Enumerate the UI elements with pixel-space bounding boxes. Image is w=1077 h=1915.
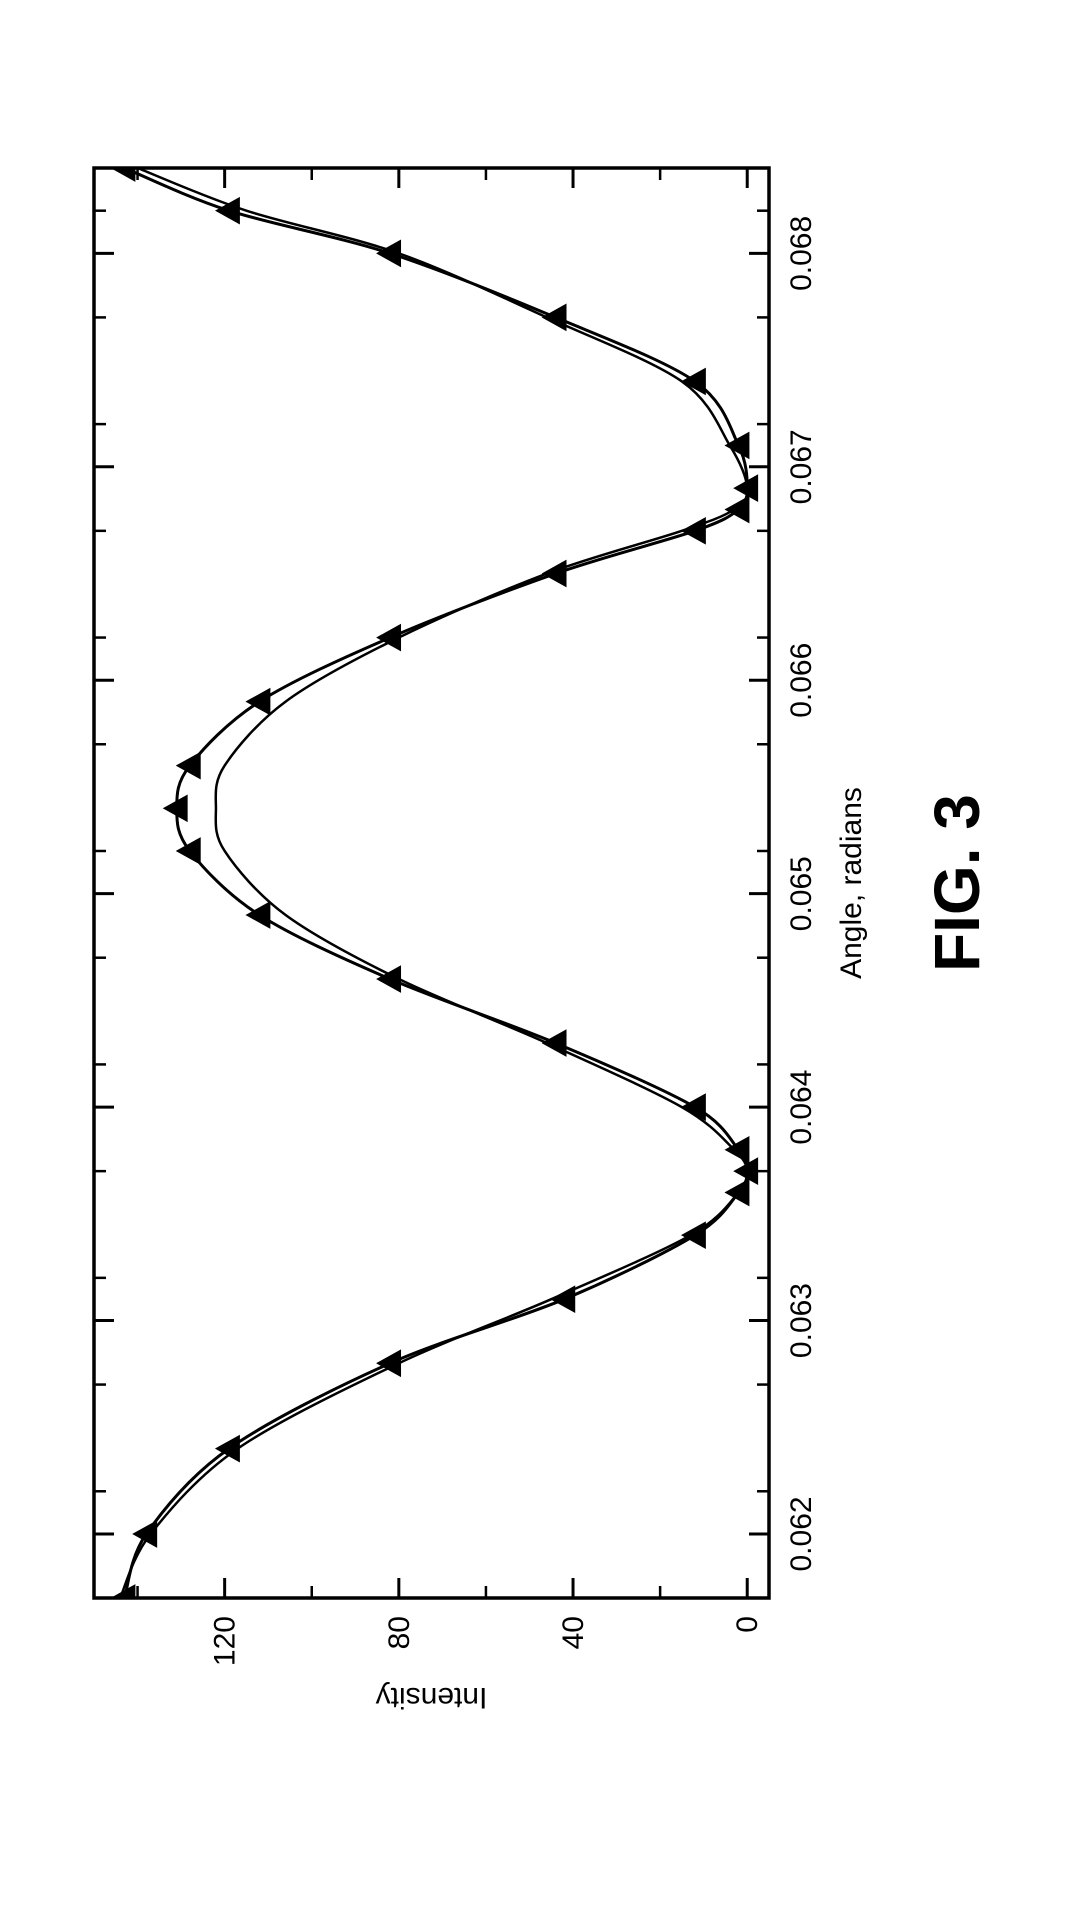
x-tick-label: 0.068	[785, 215, 818, 290]
x-tick-label: 0.067	[785, 429, 818, 504]
x-axis-label: Angle, radians	[835, 787, 868, 979]
x-tick-label: 0.063	[785, 1282, 818, 1357]
y-tick-label: 120	[208, 1616, 241, 1666]
x-tick-label: 0.062	[785, 1496, 818, 1571]
y-tick-label: 40	[557, 1616, 590, 1649]
y-tick-label: 0	[731, 1616, 764, 1633]
y-axis-label: Intensity	[375, 1681, 487, 1714]
intensity-vs-angle-chart: 0.062 0.063 0.064 0.065 0.066 0.067 0.068 0 40 80…	[39, 108, 1039, 1808]
y-tick-label: 80	[382, 1616, 415, 1649]
x-tick-label: 0.064	[785, 1069, 818, 1144]
x-tick-label: 0.065	[785, 856, 818, 931]
figure-label: FIG. 3	[921, 794, 993, 972]
x-tick-label: 0.066	[785, 642, 818, 717]
